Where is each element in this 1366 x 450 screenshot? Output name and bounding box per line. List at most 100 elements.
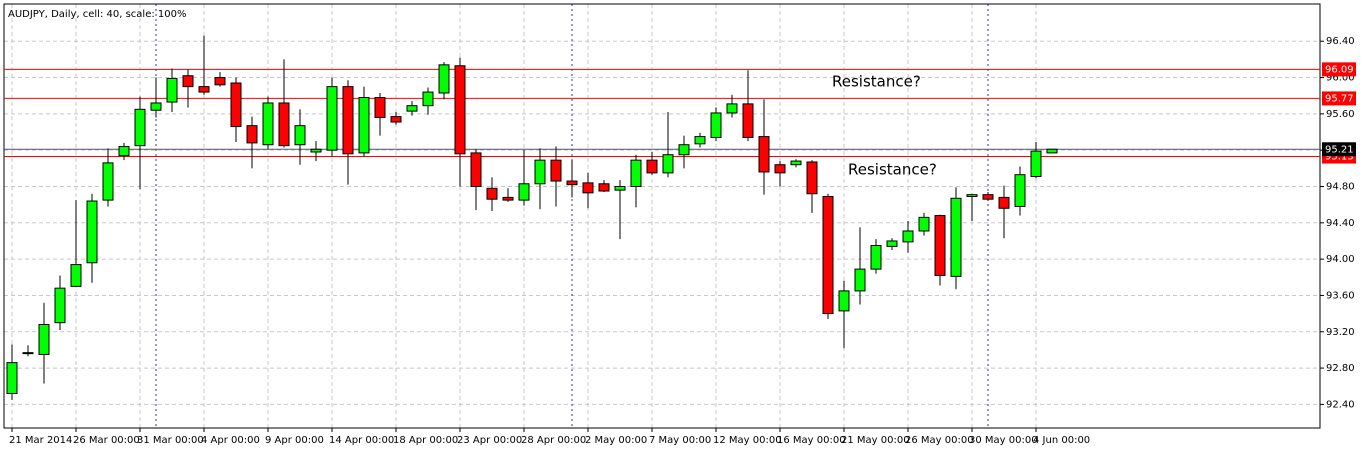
candle-body	[134, 108, 146, 147]
candle-body	[870, 245, 882, 270]
candle-body	[950, 197, 962, 277]
price-label-box	[1322, 142, 1356, 157]
y-tick-label: 92.40	[1326, 399, 1355, 410]
candle-body	[486, 187, 498, 200]
x-tick-label: 26 May 00:00	[905, 435, 974, 446]
y-tick-label: 92.80	[1326, 363, 1355, 374]
candle-body	[166, 77, 178, 103]
candle-body	[86, 200, 98, 264]
candle-body	[470, 152, 482, 187]
y-tick-label: 93.20	[1326, 327, 1355, 338]
candle-body	[326, 86, 338, 151]
candle-body	[358, 97, 370, 154]
candle-body	[742, 103, 754, 138]
candle-body	[918, 216, 930, 232]
candle-body	[774, 164, 786, 174]
candle-body	[582, 182, 594, 194]
x-tick-label: 26 Mar 00:00	[73, 435, 140, 446]
candle-body	[886, 240, 898, 247]
candle-body	[54, 287, 66, 324]
candle-body	[662, 154, 674, 174]
candle-body	[758, 136, 770, 173]
candle-body	[1014, 174, 1026, 207]
x-tick-label: 4 Apr 00:00	[201, 435, 260, 446]
candle-body	[998, 196, 1010, 209]
candle-body	[966, 194, 978, 197]
candle-body	[214, 77, 226, 86]
y-tick-label: 94.80	[1326, 181, 1355, 192]
candle-body	[70, 264, 82, 287]
candle-body	[438, 64, 450, 94]
y-tick-label: 96.00	[1326, 73, 1355, 84]
candle-body	[246, 125, 258, 144]
x-tick-label: 2 May 00:00	[585, 435, 647, 446]
candle-body	[150, 102, 162, 111]
y-tick-label: 94.00	[1326, 254, 1355, 265]
x-tick-label: 7 May 00:00	[649, 435, 711, 446]
y-tick-label: 96.40	[1326, 36, 1355, 47]
price-label: 95.21	[1325, 144, 1354, 155]
price-label-box	[1322, 91, 1356, 106]
x-tick-label: 9 Apr 00:00	[265, 435, 324, 446]
candle-body	[982, 194, 994, 200]
x-tick-label: 21 May 00:00	[841, 435, 910, 446]
candle-body	[534, 159, 546, 185]
x-tick-label: 16 May 00:00	[777, 435, 846, 446]
candle-body	[790, 160, 802, 166]
candle-body	[838, 290, 850, 312]
candle-body	[726, 103, 738, 114]
x-tick-label: 18 Apr 00:00	[393, 435, 458, 446]
x-tick-label: 4 Jun 00:00	[1033, 435, 1090, 446]
candle-body	[390, 116, 402, 123]
x-tick-label: 28 Apr 00:00	[521, 435, 586, 446]
price-label: 96.09	[1325, 64, 1354, 75]
candle-body	[182, 75, 194, 88]
price-label: 95.77	[1325, 93, 1354, 104]
candle-body	[6, 362, 18, 394]
x-tick-label: 23 Apr 00:00	[457, 435, 522, 446]
price-label: 95.13	[1325, 152, 1354, 163]
candle-body	[198, 86, 210, 93]
candle-body	[822, 195, 834, 315]
annotation: Resistance?	[848, 161, 937, 179]
candle-body	[518, 183, 530, 201]
candle-body	[38, 323, 50, 355]
candle-body	[422, 91, 434, 107]
candle-body	[598, 183, 610, 192]
candle-body	[502, 196, 514, 201]
candle-body	[294, 125, 306, 146]
x-tick-label: 30 May 00:00	[969, 435, 1038, 446]
candle-body	[374, 97, 386, 118]
candle-body	[806, 161, 818, 195]
candle-body	[646, 159, 658, 174]
x-tick-label: 31 Mar 00:00	[137, 435, 204, 446]
candle-body	[278, 102, 290, 147]
candle-body	[1030, 150, 1042, 178]
candle-body	[566, 180, 578, 186]
candle-body	[262, 102, 274, 146]
candle-body	[550, 159, 562, 182]
candle-body	[1046, 148, 1058, 154]
plot-frame	[3, 3, 1321, 429]
y-tick-label: 95.60	[1326, 109, 1355, 120]
candle-body	[678, 144, 690, 156]
x-tick-label: 21 Mar 2014	[9, 435, 72, 446]
candle-body	[118, 146, 130, 157]
y-tick-label: 93.60	[1326, 290, 1355, 301]
candle-body	[230, 82, 242, 128]
candle-body	[614, 185, 626, 191]
candle-body	[406, 105, 418, 112]
candle-body	[454, 65, 466, 155]
candle-body	[630, 159, 642, 187]
candle-body	[854, 268, 866, 292]
candle-body	[934, 215, 946, 276]
candle-body	[102, 162, 114, 201]
y-tick-label: 94.40	[1326, 218, 1355, 229]
candle-body	[694, 136, 706, 145]
x-tick-label: 12 May 00:00	[713, 435, 782, 446]
candle-body	[710, 112, 722, 138]
candle-body	[902, 230, 914, 243]
